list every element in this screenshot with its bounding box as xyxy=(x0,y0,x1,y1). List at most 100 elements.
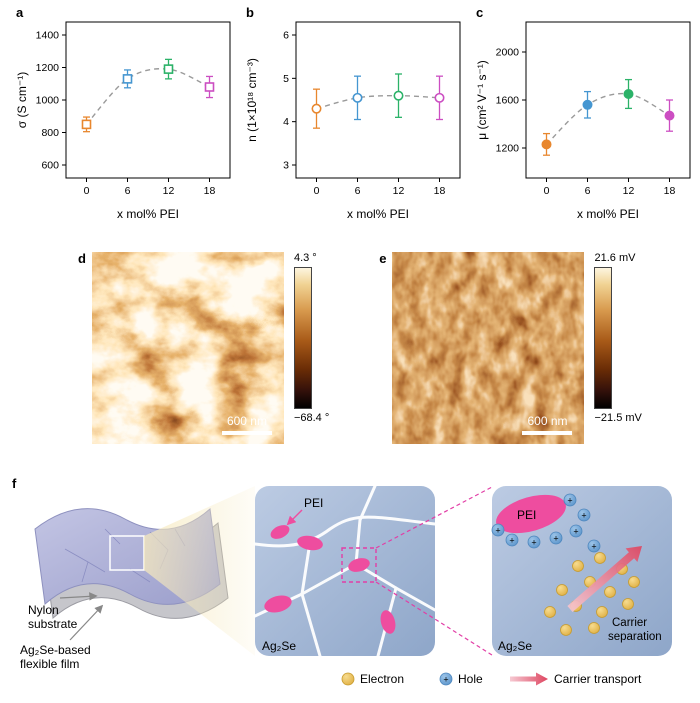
svg-text:18: 18 xyxy=(664,185,676,197)
svg-text:x mol% PEI: x mol% PEI xyxy=(117,207,179,221)
svg-text:b: b xyxy=(246,5,254,20)
colorbar-e-max: 21.6 mV xyxy=(594,252,636,264)
electron-icon xyxy=(341,672,355,686)
pei-pointer-arrow xyxy=(286,509,303,526)
hole-icon xyxy=(439,672,453,686)
svg-text:+: + xyxy=(581,511,586,521)
nylon-arrow xyxy=(59,592,98,601)
film-label-2: flexible film xyxy=(20,657,79,671)
svg-text:+: + xyxy=(495,526,500,536)
afm-image-e-wrap: 600 nm xyxy=(392,252,585,444)
light-beam xyxy=(144,486,255,656)
svg-text:18: 18 xyxy=(434,185,446,197)
film-illustration: Nylon substrate Ag₂Se-based flexible fil… xyxy=(20,486,255,671)
svg-text:μ (cm² V⁻¹ s⁻¹): μ (cm² V⁻¹ s⁻¹) xyxy=(475,60,489,140)
scalebar-d-bar xyxy=(221,431,272,435)
panel-e: e xyxy=(379,252,642,444)
svg-text:600: 600 xyxy=(41,160,59,172)
svg-text:+: + xyxy=(531,538,536,548)
panel-f-schematic: f Nylon substrate Ag₂Se-based flexible f… xyxy=(12,476,672,686)
zoom-connectors xyxy=(375,486,493,656)
svg-text:x mol% PEI: x mol% PEI xyxy=(577,207,639,221)
charts-row: 600 800 1000 1200 1400 0 6 12 18 x mol% PEI σ (S c… xyxy=(14,4,698,224)
svg-text:1000: 1000 xyxy=(36,95,60,107)
colorbar-d-max: 4.3 ° xyxy=(293,252,317,264)
film-label-1: Ag₂Se-based xyxy=(20,643,91,657)
svg-text:1200: 1200 xyxy=(36,62,60,74)
afm-image-d xyxy=(91,252,284,444)
svg-text:800: 800 xyxy=(41,127,59,139)
microstructure-panel: PEI Ag₂Se xyxy=(253,484,437,658)
svg-text:2000: 2000 xyxy=(496,47,520,59)
svg-text:12: 12 xyxy=(393,185,405,197)
legend-hole-label: Hole xyxy=(458,672,483,686)
svg-text:6: 6 xyxy=(355,185,361,197)
svg-text:a: a xyxy=(16,5,24,20)
legend-electron-label: Electron xyxy=(360,672,404,686)
scalebar-e-label: 600 nm xyxy=(527,413,568,428)
chart-carrier-concentration: 3 4 5 6 0 6 12 18 x mol% PEI n (1×10¹⁸ cm⁻³) b xyxy=(245,5,461,221)
svg-text:6: 6 xyxy=(125,185,131,197)
svg-text:18: 18 xyxy=(204,185,216,197)
svg-text:1400: 1400 xyxy=(36,30,60,42)
svg-text:4: 4 xyxy=(283,116,289,128)
afm-image-e xyxy=(392,252,585,444)
svg-text:6: 6 xyxy=(585,185,591,197)
svg-text:3: 3 xyxy=(283,160,289,172)
svg-text:0: 0 xyxy=(544,185,550,197)
svg-text:12: 12 xyxy=(163,185,175,197)
svg-text:+: + xyxy=(509,536,514,546)
pei-label-zoom: PEI xyxy=(517,508,536,522)
legend-transport-label: Carrier transport xyxy=(554,672,642,686)
pei-blobs xyxy=(264,525,396,634)
afm-row: d xyxy=(78,252,642,444)
panel-letter-f: f xyxy=(12,476,17,491)
electron-particles xyxy=(544,552,640,636)
film-arrow xyxy=(69,604,104,641)
panel-letter-e: e xyxy=(379,251,387,266)
svg-text:1200: 1200 xyxy=(496,143,520,155)
svg-text:σ (S cm⁻¹): σ (S cm⁻¹) xyxy=(15,72,29,128)
chart-mobility: 1200 1600 2000 0 6 12 18 x mol% PEI μ (cm² V⁻¹ s… xyxy=(475,5,691,221)
svg-text:6: 6 xyxy=(283,30,289,42)
scalebar-d: 600 nm xyxy=(221,413,272,435)
pei-blob-zoom xyxy=(496,494,566,534)
colorbar-d: 4.3 ° −68.4 ° xyxy=(293,252,330,424)
colorbar-e-gradient xyxy=(594,267,613,409)
svg-text:1600: 1600 xyxy=(496,95,520,107)
panel-d: d xyxy=(78,252,329,444)
svg-text:+: + xyxy=(591,542,596,552)
carrier-separation-arrow xyxy=(567,546,642,612)
scalebar-e-bar xyxy=(522,431,573,435)
schematic-legend: Electron + Hole Carrier transport xyxy=(341,672,642,686)
svg-text:12: 12 xyxy=(623,185,635,197)
hole-particles: + + + + + + + + xyxy=(491,493,601,553)
carrier-sep-label-2: separation xyxy=(608,631,662,643)
svg-text:c: c xyxy=(476,5,483,20)
carrier-sep-label-1: Carrier xyxy=(612,617,647,629)
pei-label-mid: PEI xyxy=(304,496,323,510)
hole-plus-glyph: + xyxy=(443,675,448,685)
nylon-label-1: Nylon xyxy=(28,603,59,617)
svg-text:+: + xyxy=(573,527,578,537)
chart-conductivity: 600 800 1000 1200 1400 0 6 12 18 x mol% PEI σ (S c… xyxy=(15,5,231,221)
ag2se-label-mid: Ag₂Se xyxy=(262,639,296,653)
svg-text:x mol% PEI: x mol% PEI xyxy=(347,207,409,221)
carrier-transport-arrow-icon xyxy=(510,672,548,686)
scalebar-e: 600 nm xyxy=(522,413,573,435)
carrier-separation-panel: PEI + + + + + + + + Carrier separation xyxy=(491,486,672,656)
svg-text:0: 0 xyxy=(84,185,90,197)
zoom-dashed-box xyxy=(341,547,377,583)
afm-image-d-wrap: 600 nm xyxy=(91,252,284,444)
colorbar-d-min: −68.4 ° xyxy=(293,412,330,424)
ag2se-label-zoom: Ag₂Se xyxy=(498,639,532,653)
panel-letter-d: d xyxy=(78,251,86,266)
svg-text:n (1×10¹⁸ cm⁻³): n (1×10¹⁸ cm⁻³) xyxy=(245,58,259,142)
nylon-label-2: substrate xyxy=(28,617,78,631)
svg-text:+: + xyxy=(553,534,558,544)
svg-text:5: 5 xyxy=(283,73,289,85)
svg-text:0: 0 xyxy=(314,185,320,197)
colorbar-e-min: −21.5 mV xyxy=(594,412,642,424)
scalebar-d-label: 600 nm xyxy=(226,413,267,428)
colorbar-d-gradient xyxy=(293,267,312,409)
